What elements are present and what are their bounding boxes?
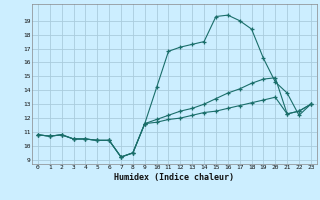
X-axis label: Humidex (Indice chaleur): Humidex (Indice chaleur) [115,173,234,182]
